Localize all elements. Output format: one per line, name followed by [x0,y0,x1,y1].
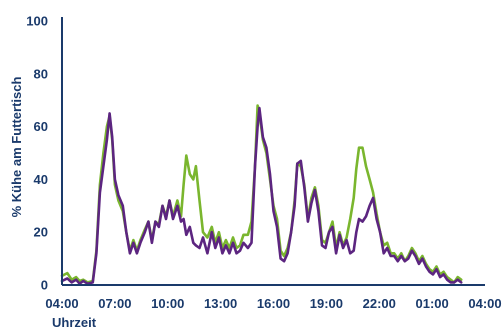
y-axis-title: % Kühe am Futtertisch [9,77,24,218]
x-tick-label: 01:00 [416,296,449,311]
series-layer [60,104,463,285]
x-tick-label: 10:00 [151,296,184,311]
y-tick-label: 100 [26,14,48,29]
x-tick-label: 04:00 [45,296,78,311]
x-axis-title: Uhrzeit [52,315,97,330]
y-tick-label: 0 [41,278,48,293]
y-tick-label: 80 [34,66,48,81]
x-tick-label: 16:00 [257,296,290,311]
y-tick-label: 20 [34,225,48,240]
x-tick-label: 07:00 [98,296,131,311]
x-tick-label: 13:00 [204,296,237,311]
x-tick-label: 04:00 [468,296,501,311]
axes-layer [61,17,485,286]
y-tick-label: 60 [34,119,48,134]
series-line-2 [60,106,463,285]
x-tick-label: 22:00 [363,296,396,311]
x-tick-label: 19:00 [310,296,343,311]
x-tick-labels: 04:00 07:00 10:00 13:00 16:00 19:00 22:00 01:00… [45,296,501,311]
y-tick-label: 40 [34,172,48,187]
y-tick-labels: 0 20 40 60 80 100 [26,14,48,293]
